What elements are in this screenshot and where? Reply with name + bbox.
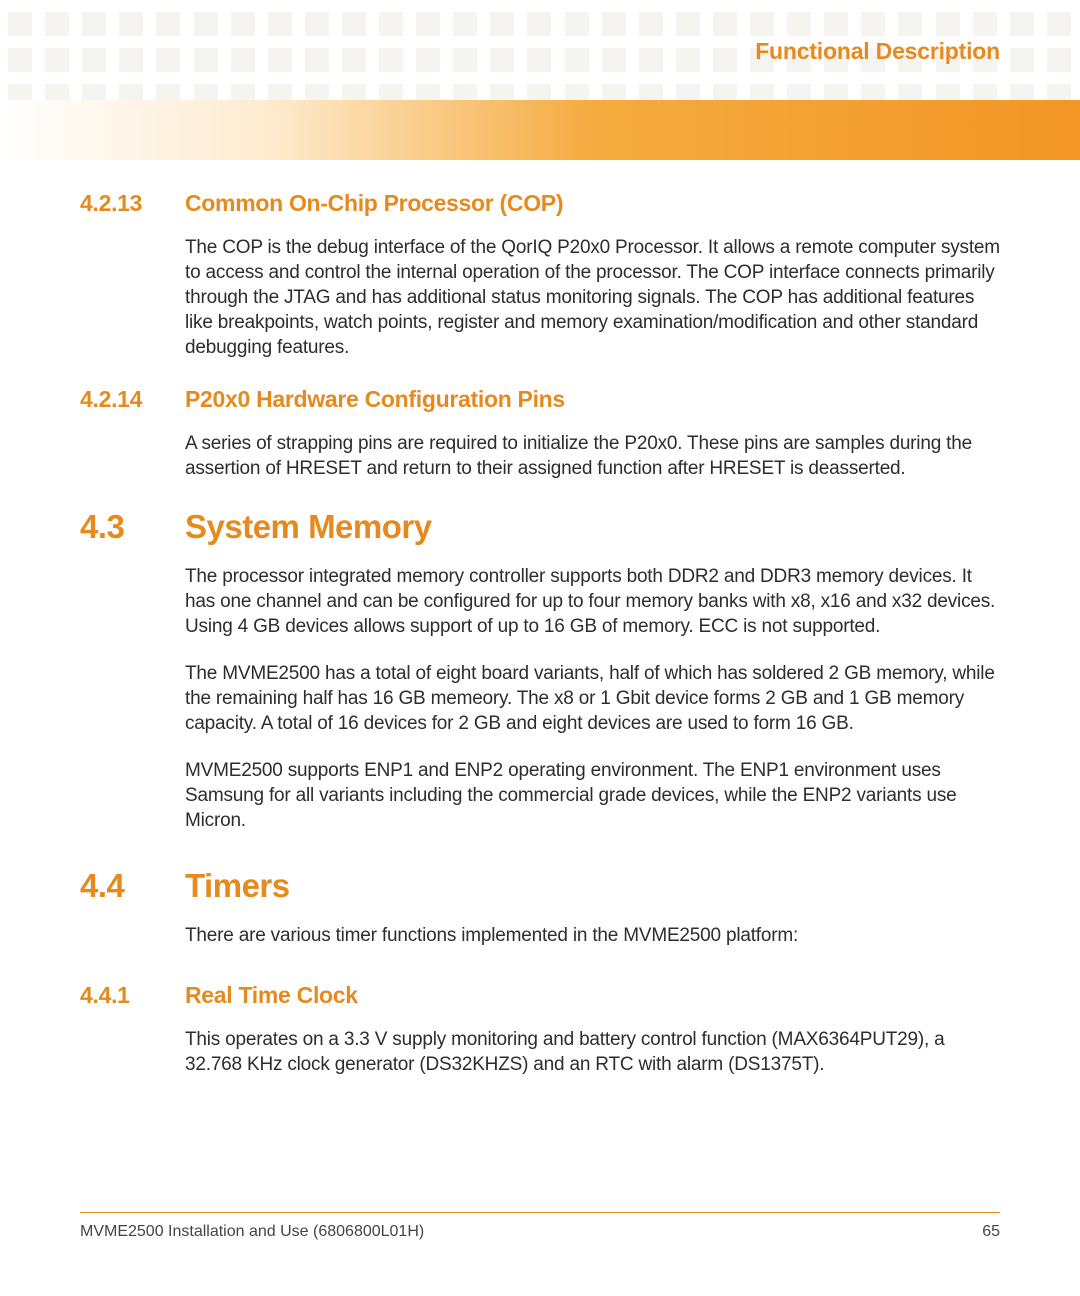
section-heading: 4.4Timers [80,867,1000,905]
section-number: 4.4 [80,867,185,905]
page-header: Functional Description [0,0,1080,160]
section: 4.3System Memory The processor integrated… [80,508,1000,834]
section-title: P20x0 Hardware Configuration Pins [185,386,565,413]
section-heading: 4.4.1Real Time Clock [80,982,1000,1009]
section-title: Timers [185,867,290,905]
section: 4.2.13Common On-Chip Processor (COP) The … [80,190,1000,360]
running-header-title: Functional Description [755,38,1000,65]
body-paragraph: A series of strapping pins are required … [185,431,1000,481]
footer-page-number: 65 [982,1223,1000,1241]
section-heading: 4.2.14P20x0 Hardware Configuration Pins [80,386,1000,413]
section: 4.4Timers There are various timer functio… [80,867,1000,948]
body-paragraph: This operates on a 3.3 V supply monitori… [185,1027,1000,1077]
section: 4.2.14P20x0 Hardware Configuration Pins A… [80,386,1000,481]
section-number: 4.2.13 [80,190,185,217]
footer-doc-title: MVME2500 Installation and Use (6806800L0… [80,1223,424,1241]
section-title: Common On-Chip Processor (COP) [185,190,563,217]
header-gradient-bar [0,100,1080,160]
section: 4.4.1Real Time Clock This operates on a 3… [80,982,1000,1077]
section-number: 4.2.14 [80,386,185,413]
section-heading: 4.2.13Common On-Chip Processor (COP) [80,190,1000,217]
body-paragraph: The MVME2500 has a total of eight board … [185,661,1000,736]
section-number: 4.3 [80,508,185,546]
page-footer: MVME2500 Installation and Use (6806800L0… [80,1212,1000,1241]
page-content: 4.2.13Common On-Chip Processor (COP) The … [0,160,1080,1077]
body-paragraph: The processor integrated memory controll… [185,564,1000,639]
section-title: Real Time Clock [185,982,358,1009]
section-heading: 4.3System Memory [80,508,1000,546]
footer-rule [80,1212,1000,1213]
section-title: System Memory [185,508,432,546]
body-paragraph: There are various timer functions implem… [185,923,1000,948]
body-paragraph: MVME2500 supports ENP1 and ENP2 operatin… [185,758,1000,833]
body-paragraph: The COP is the debug interface of the Qo… [185,235,1000,360]
section-number: 4.4.1 [80,982,185,1009]
